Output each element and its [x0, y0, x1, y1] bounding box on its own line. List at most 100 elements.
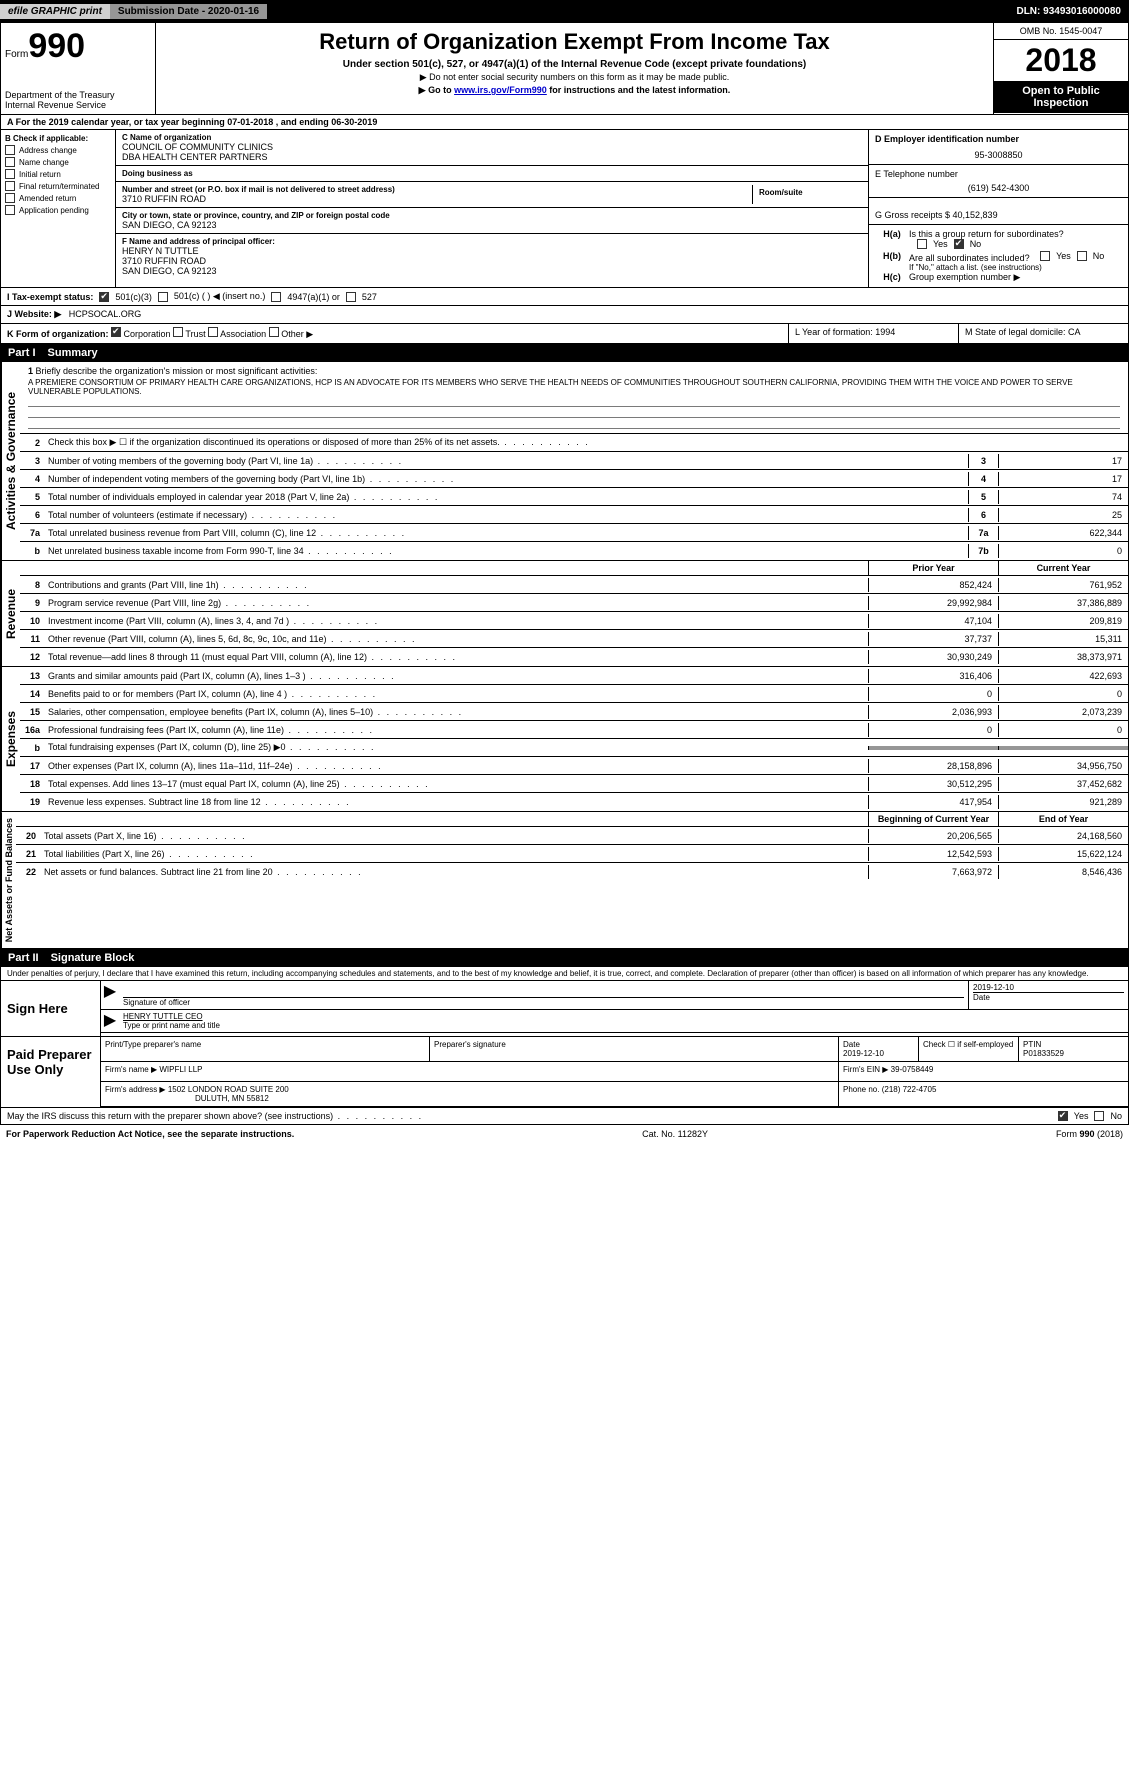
checkbox-icon[interactable] — [1077, 251, 1087, 261]
checkbox-icon[interactable] — [158, 292, 168, 302]
k-row: K Form of organization: Corporation Trus… — [0, 324, 1129, 344]
website-value: HCPSOCAL.ORG — [69, 309, 142, 319]
addr-cell: Number and street (or P.O. box if mail i… — [116, 182, 868, 208]
officer-info: HENRY N TUTTLE 3710 RUFFIN ROAD SAN DIEG… — [122, 246, 862, 276]
checkbox-icon[interactable] — [1040, 251, 1050, 261]
checkbox-icon[interactable] — [269, 327, 279, 337]
data-line: 13Grants and similar amounts paid (Part … — [20, 667, 1128, 685]
hc-question: Group exemption number ▶ — [909, 272, 1122, 283]
gov-line: 3Number of voting members of the governi… — [20, 452, 1128, 470]
ein-label: D Employer identification number — [875, 134, 1122, 144]
gov-line: bNet unrelated business taxable income f… — [20, 542, 1128, 560]
gov-line: 5Total number of individuals employed in… — [20, 488, 1128, 506]
ssn-note: ▶ Do not enter social security numbers o… — [162, 72, 987, 83]
governance-content: 1 Briefly describe the organization's mi… — [20, 362, 1128, 560]
gross-receipts: G Gross receipts $ 40,152,839 — [875, 210, 1122, 220]
data-line: bTotal fundraising expenses (Part IX, co… — [20, 739, 1128, 757]
gross-cell: G Gross receipts $ 40,152,839 — [869, 198, 1128, 225]
prep-print-label: Print/Type preparer's name — [101, 1037, 429, 1061]
data-line: 19Revenue less expenses. Subtract line 1… — [20, 793, 1128, 811]
cb-address-change: Address change — [5, 145, 111, 155]
cb-final: Final return/terminated — [5, 181, 111, 191]
checkbox-icon[interactable] — [5, 157, 15, 167]
checkbox-icon[interactable] — [954, 239, 964, 249]
checkbox-icon[interactable] — [99, 292, 109, 302]
org-name: COUNCIL OF COMMUNITY CLINICS — [122, 142, 862, 152]
discuss-row: May the IRS discuss this return with the… — [1, 1107, 1128, 1124]
website-label: J Website: ▶ — [7, 309, 61, 319]
expenses-section: Expenses 13Grants and similar amounts pa… — [0, 667, 1129, 812]
checkbox-icon[interactable] — [111, 327, 121, 337]
top-bar: efile GRAPHIC print Submission Date - 20… — [0, 0, 1129, 22]
hc-label: H(c) — [875, 272, 909, 283]
data-line: 18Total expenses. Add lines 13–17 (must … — [20, 775, 1128, 793]
checkbox-icon[interactable] — [5, 181, 15, 191]
checkbox-icon[interactable] — [346, 292, 356, 302]
begin-year-header: Beginning of Current Year — [868, 812, 998, 826]
addr-label: Number and street (or P.O. box if mail i… — [122, 185, 752, 194]
checkbox-icon[interactable] — [1094, 1111, 1104, 1121]
checkbox-icon[interactable] — [271, 292, 281, 302]
part2-title: Signature Block — [51, 952, 135, 964]
sign-date: 2019-12-10 Date — [968, 981, 1128, 1009]
part1-roman: Part I — [8, 347, 36, 359]
checkbox-icon[interactable] — [5, 193, 15, 203]
data-line: 10Investment income (Part VIII, column (… — [20, 612, 1128, 630]
street-address: 3710 RUFFIN ROAD — [122, 194, 752, 204]
data-line: 9Program service revenue (Part VIII, lin… — [20, 594, 1128, 612]
sign-here-row: Sign Here ▶ Signature of officer 2019-12… — [1, 980, 1128, 1036]
prep-line-2: Firm's name ▶ WIPFLI LLP Firm's EIN ▶ 39… — [101, 1062, 1128, 1082]
firm-name: WIPFLI LLP — [159, 1065, 202, 1074]
org-name-label: C Name of organization — [122, 133, 862, 142]
city-label: City or town, state or province, country… — [122, 211, 862, 220]
checkbox-icon[interactable] — [5, 169, 15, 179]
governance-label: Activities & Governance — [1, 362, 20, 560]
data-line: 16aProfessional fundraising fees (Part I… — [20, 721, 1128, 739]
col-c-org: C Name of organization COUNCIL OF COMMUN… — [116, 130, 868, 287]
checkbox-icon[interactable] — [917, 239, 927, 249]
form-title: Return of Organization Exempt From Incom… — [162, 29, 987, 55]
header-left: Form990 Department of the Treasury Inter… — [1, 23, 156, 114]
org-name-cell: C Name of organization COUNCIL OF COMMUN… — [116, 130, 868, 166]
checkbox-icon[interactable] — [5, 205, 15, 215]
prior-year-header: Prior Year — [868, 561, 998, 575]
firm-address: 1502 LONDON ROAD SUITE 200 — [168, 1085, 289, 1094]
header-middle: Return of Organization Exempt From Incom… — [156, 23, 993, 114]
checkbox-icon[interactable] — [173, 327, 183, 337]
prep-line-1: Print/Type preparer's name Preparer's si… — [101, 1037, 1128, 1062]
phone-label: E Telephone number — [875, 169, 1122, 179]
tax-status-row: I Tax-exempt status: 501(c)(3) 501(c) ( … — [0, 288, 1129, 306]
mission-label: Briefly describe the organization's miss… — [36, 366, 318, 376]
data-line: 22Net assets or fund balances. Subtract … — [16, 863, 1128, 881]
h-group-cell: H(a) Is this a group return for subordin… — [869, 225, 1128, 287]
ein-cell: D Employer identification number 95-3008… — [869, 130, 1128, 165]
arrow-icon: ▶ — [101, 1010, 119, 1032]
dept-label: Department of the Treasury Internal Reve… — [5, 90, 151, 110]
form-subtitle: Under section 501(c), 527, or 4947(a)(1)… — [162, 59, 987, 70]
data-line: 15Salaries, other compensation, employee… — [20, 703, 1128, 721]
submission-date: Submission Date - 2020-01-16 — [110, 4, 267, 19]
penalty-text: Under penalties of perjury, I declare th… — [1, 967, 1128, 980]
dba-cell: Doing business as — [116, 166, 868, 182]
officer-sig-field[interactable]: Signature of officer — [119, 981, 968, 1009]
checkbox-icon[interactable] — [5, 145, 15, 155]
preparer-row: Paid Preparer Use Only Print/Type prepar… — [1, 1036, 1128, 1107]
part1-title: Summary — [48, 347, 98, 359]
arrow-icon: ▶ — [101, 981, 119, 1009]
prep-ptin: PTINP01833529 — [1018, 1037, 1128, 1061]
checkbox-icon[interactable] — [208, 327, 218, 337]
gov-line: 7aTotal unrelated business revenue from … — [20, 524, 1128, 542]
preparer-label: Paid Preparer Use Only — [1, 1037, 101, 1107]
prep-line-3: Firm's address ▶ 1502 LONDON ROAD SUITE … — [101, 1082, 1128, 1107]
hb-note: If "No," attach a list. (see instruction… — [875, 263, 1122, 272]
checkbox-icon[interactable] — [1058, 1111, 1068, 1121]
state-domicile: M State of legal domicile: CA — [958, 324, 1128, 343]
net-assets-label: Net Assets or Fund Balances — [1, 812, 16, 948]
form-number: 990 — [28, 27, 85, 65]
paperwork-notice: For Paperwork Reduction Act Notice, see … — [6, 1129, 294, 1139]
irs-link[interactable]: www.irs.gov/Form990 — [454, 85, 547, 95]
prep-self-employed: Check ☐ if self-employed — [918, 1037, 1018, 1061]
ha-question: Is this a group return for subordinates?… — [909, 229, 1122, 251]
ha-label: H(a) — [875, 229, 909, 251]
main-info: B Check if applicable: Address change Na… — [0, 130, 1129, 288]
